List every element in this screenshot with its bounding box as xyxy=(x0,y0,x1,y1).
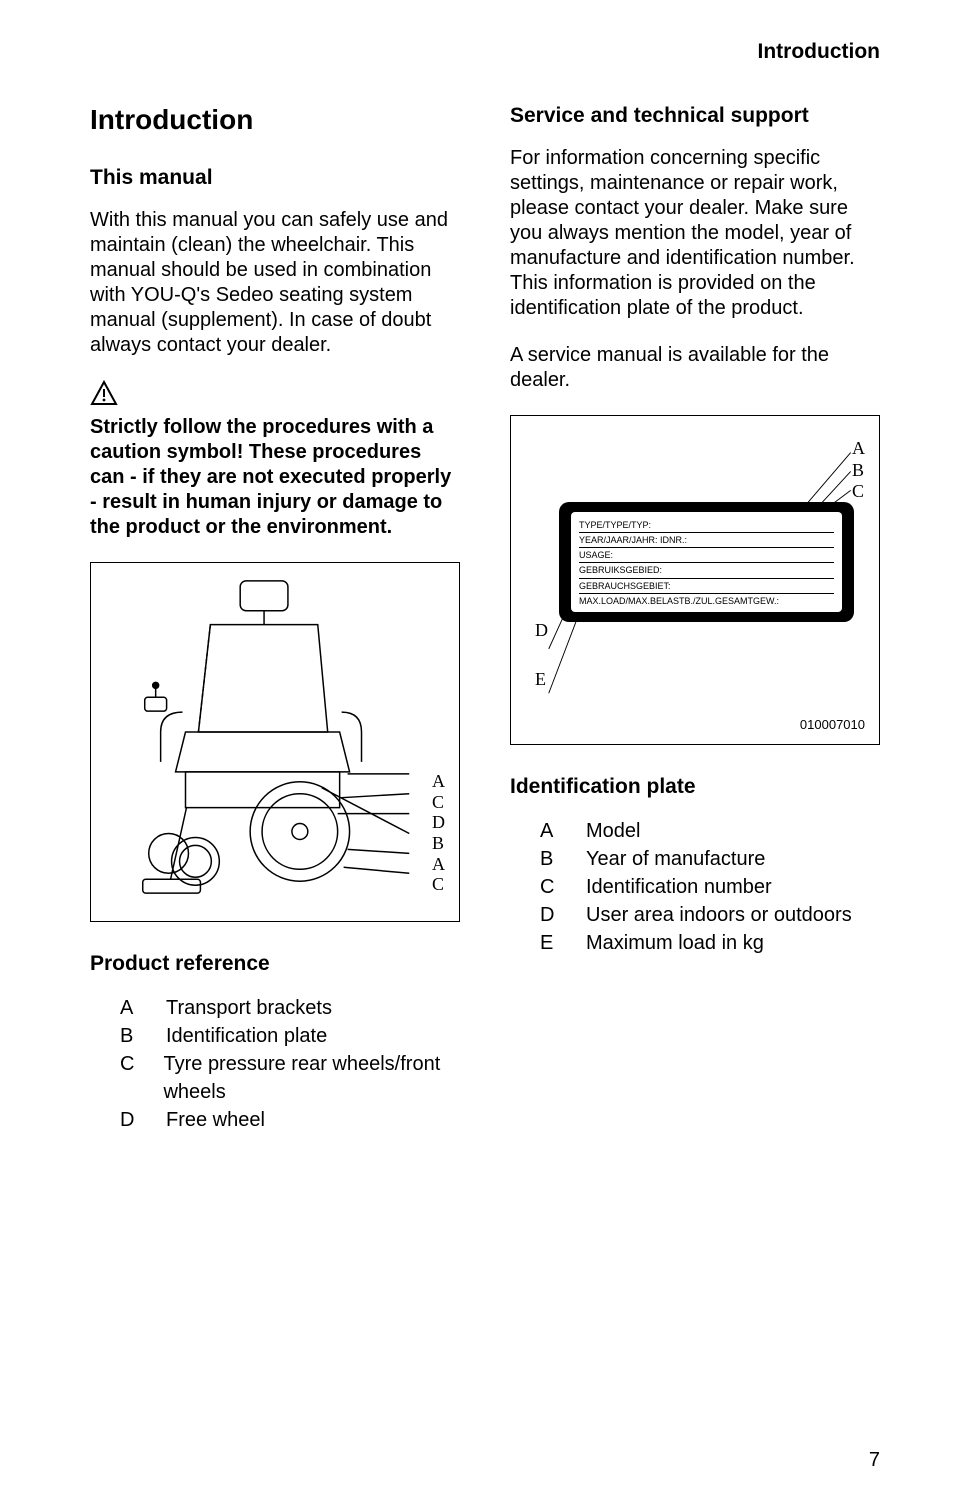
h2-product-reference: Product reference xyxy=(90,952,460,976)
p-service-2: A service manual is available for the de… xyxy=(510,343,880,393)
p-service-1: For information concerning specific sett… xyxy=(510,146,880,321)
page-header-section: Introduction xyxy=(90,40,880,64)
caution-icon xyxy=(90,380,460,413)
h2-identification-plate: Identification plate xyxy=(510,775,880,799)
p-caution: Strictly follow the procedures with a ca… xyxy=(90,415,460,540)
left-column: Introduction This manual With this manua… xyxy=(90,104,460,1134)
h2-this-manual: This manual xyxy=(90,166,460,190)
h2-service: Service and technical support xyxy=(510,104,880,128)
wheelchair-callout-letters: A C D B A C xyxy=(432,771,445,895)
p-this-manual: With this manual you can safely use and … xyxy=(90,208,460,358)
product-reference-legend: ATransport brackets BIdentification plat… xyxy=(120,994,460,1134)
id-plate-graphic: TYPE/TYPE/TYP: YEAR/JAAR/JAHR: IDNR.: US… xyxy=(559,502,854,622)
identification-plate-legend: AModel BYear of manufacture CIdentificat… xyxy=(540,817,880,957)
h1-introduction: Introduction xyxy=(90,104,460,136)
page-number: 7 xyxy=(869,1449,880,1472)
right-column: Service and technical support For inform… xyxy=(510,104,880,1134)
plate-callout-right: A B C xyxy=(852,438,865,503)
plate-figure-code: 010007010 xyxy=(800,717,865,732)
figure-id-plate: TYPE/TYPE/TYP: YEAR/JAAR/JAHR: IDNR.: US… xyxy=(510,415,880,745)
plate-callout-left: D E xyxy=(535,620,548,718)
figure-wheelchair: A C D B A C xyxy=(90,562,460,922)
